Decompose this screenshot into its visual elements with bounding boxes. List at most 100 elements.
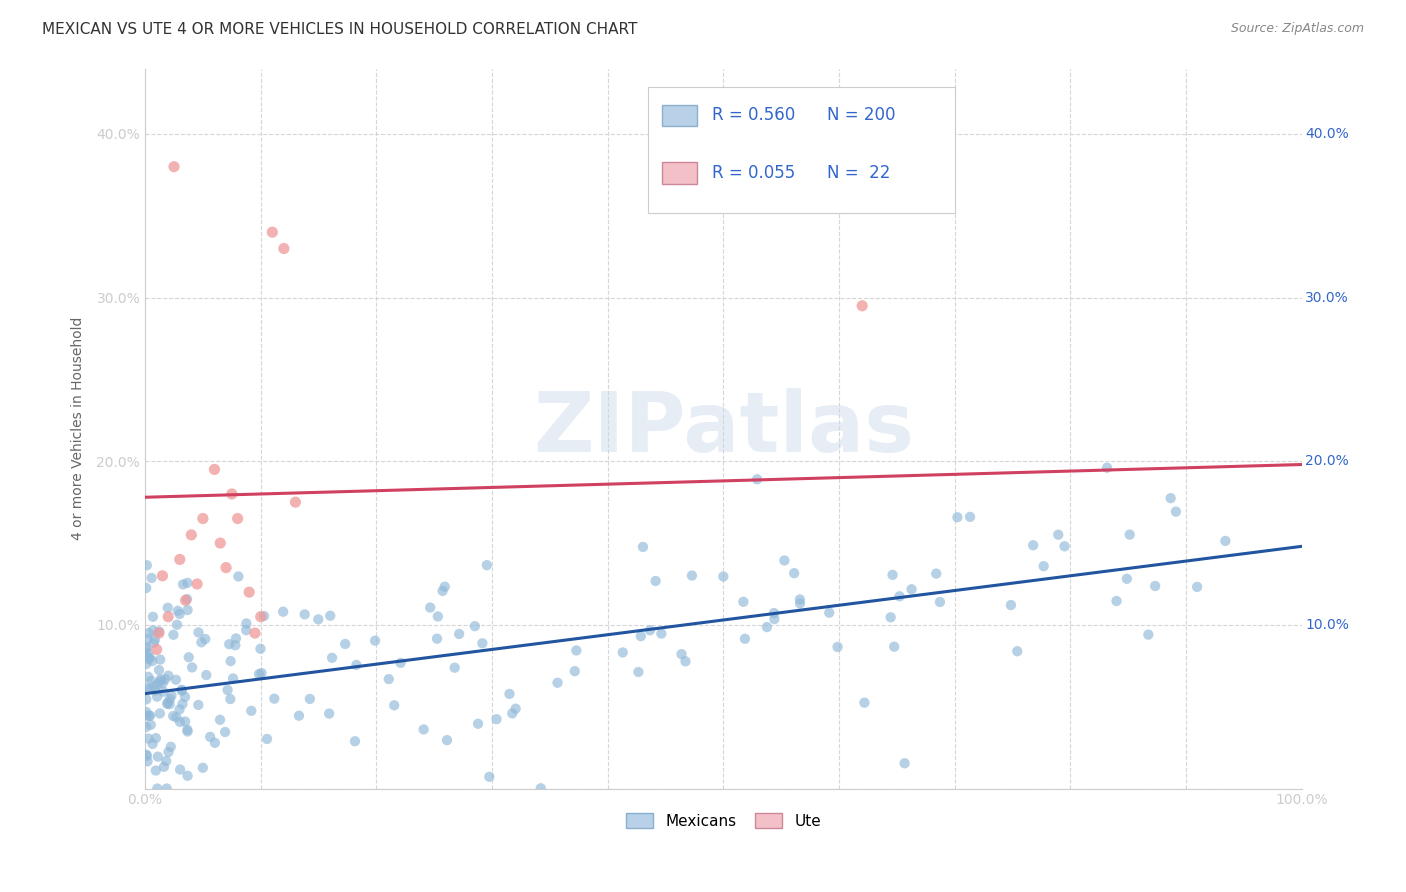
Point bbox=[1095, 460, 1118, 475]
Point bbox=[152, 569, 174, 583]
Point bbox=[1022, 538, 1045, 552]
Point bbox=[138, 682, 160, 697]
FancyBboxPatch shape bbox=[662, 162, 697, 184]
Text: 30.0%: 30.0% bbox=[1305, 291, 1348, 304]
Point bbox=[163, 160, 186, 174]
Point bbox=[176, 575, 198, 590]
Point bbox=[152, 684, 174, 698]
Text: N = 200: N = 200 bbox=[828, 106, 896, 124]
Point bbox=[959, 509, 981, 524]
Point bbox=[827, 640, 849, 654]
Point bbox=[883, 640, 905, 654]
Point bbox=[671, 647, 693, 661]
Point bbox=[256, 731, 278, 746]
Point bbox=[139, 718, 162, 732]
Point bbox=[219, 654, 242, 668]
Point bbox=[136, 755, 159, 769]
Point bbox=[762, 606, 785, 620]
Text: 20.0%: 20.0% bbox=[1305, 454, 1348, 468]
Point bbox=[485, 712, 508, 726]
Point bbox=[228, 569, 250, 583]
Point bbox=[364, 633, 387, 648]
Point bbox=[631, 540, 654, 554]
Point bbox=[307, 612, 329, 626]
Text: N =  22: N = 22 bbox=[828, 164, 891, 182]
Point bbox=[135, 640, 157, 655]
Y-axis label: 4 or more Vehicles in Household: 4 or more Vehicles in Household bbox=[72, 317, 86, 541]
Point bbox=[143, 679, 166, 693]
Point bbox=[627, 665, 650, 679]
Point bbox=[187, 698, 209, 712]
Point bbox=[180, 528, 202, 542]
Point bbox=[204, 462, 226, 476]
Point bbox=[243, 626, 266, 640]
Point bbox=[1215, 533, 1237, 548]
Point bbox=[773, 553, 796, 567]
Point bbox=[217, 682, 239, 697]
Point bbox=[135, 649, 157, 664]
Point bbox=[138, 708, 160, 723]
Point bbox=[249, 641, 271, 656]
Point bbox=[166, 604, 188, 618]
Point bbox=[925, 566, 948, 581]
Point bbox=[250, 666, 273, 681]
Point bbox=[209, 536, 232, 550]
Point bbox=[145, 731, 167, 745]
Point bbox=[889, 589, 911, 603]
Point bbox=[426, 609, 449, 624]
Point bbox=[271, 605, 294, 619]
Text: R = 0.055: R = 0.055 bbox=[711, 164, 794, 182]
Point bbox=[141, 654, 163, 668]
Point bbox=[612, 645, 634, 659]
Point bbox=[135, 705, 157, 719]
Point bbox=[135, 720, 157, 734]
Point bbox=[194, 632, 217, 646]
Point bbox=[166, 617, 188, 632]
Point bbox=[851, 299, 873, 313]
Point bbox=[215, 560, 238, 574]
Point bbox=[156, 696, 179, 710]
Point bbox=[156, 781, 179, 796]
Point bbox=[136, 632, 159, 646]
Point bbox=[789, 592, 811, 607]
Point bbox=[530, 781, 553, 796]
Point bbox=[221, 487, 243, 501]
Point bbox=[138, 652, 160, 666]
Text: 10.0%: 10.0% bbox=[1305, 618, 1348, 632]
Point bbox=[138, 626, 160, 640]
Point bbox=[344, 657, 367, 672]
Point bbox=[644, 574, 666, 588]
Point bbox=[135, 708, 157, 723]
Point bbox=[681, 568, 703, 582]
Point bbox=[139, 708, 162, 723]
Point bbox=[783, 566, 806, 581]
Point bbox=[218, 637, 240, 651]
Point bbox=[146, 677, 169, 691]
Point bbox=[763, 612, 786, 626]
Point bbox=[426, 632, 449, 646]
Point bbox=[169, 763, 191, 777]
Point bbox=[235, 616, 257, 631]
Point bbox=[240, 704, 263, 718]
Point bbox=[156, 697, 179, 711]
Point bbox=[478, 770, 501, 784]
Point bbox=[139, 650, 162, 665]
Point bbox=[141, 571, 163, 585]
Point bbox=[136, 670, 159, 684]
Point bbox=[734, 632, 756, 646]
Point bbox=[198, 730, 221, 744]
Point bbox=[176, 723, 198, 737]
Point bbox=[263, 691, 285, 706]
FancyBboxPatch shape bbox=[648, 87, 955, 212]
Point bbox=[1105, 594, 1128, 608]
Point bbox=[471, 636, 494, 650]
Point bbox=[152, 676, 174, 690]
Point bbox=[226, 511, 249, 525]
Point bbox=[225, 632, 247, 646]
Point bbox=[181, 660, 204, 674]
Point bbox=[169, 702, 191, 716]
Point bbox=[565, 643, 588, 657]
Point bbox=[249, 609, 271, 624]
Point bbox=[170, 683, 193, 698]
Text: R = 0.560: R = 0.560 bbox=[711, 106, 794, 124]
